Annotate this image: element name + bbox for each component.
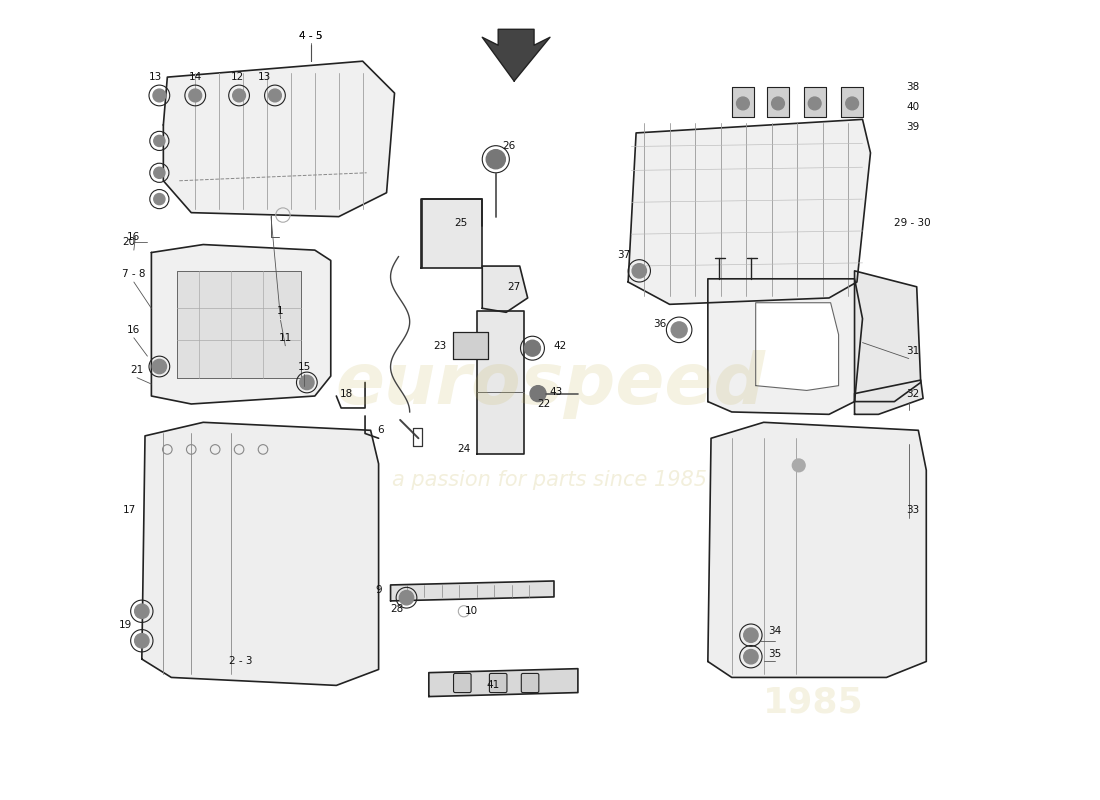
Text: 38: 38: [906, 82, 920, 93]
Circle shape: [530, 386, 546, 402]
FancyBboxPatch shape: [453, 674, 471, 693]
Polygon shape: [732, 87, 755, 117]
Text: 27: 27: [507, 282, 520, 292]
Text: 35: 35: [768, 649, 781, 658]
Polygon shape: [855, 380, 923, 414]
Text: 18: 18: [340, 389, 353, 398]
Circle shape: [671, 322, 688, 338]
Text: 23: 23: [433, 341, 447, 350]
Text: 1985: 1985: [762, 686, 864, 720]
Polygon shape: [767, 87, 789, 117]
Text: 31: 31: [906, 346, 920, 355]
Polygon shape: [152, 245, 331, 404]
Text: 15: 15: [298, 362, 311, 371]
Polygon shape: [390, 581, 554, 601]
Text: 42: 42: [553, 341, 566, 350]
Polygon shape: [803, 87, 826, 117]
Circle shape: [632, 264, 647, 278]
Text: 25: 25: [454, 218, 467, 228]
FancyBboxPatch shape: [521, 674, 539, 693]
Circle shape: [154, 135, 165, 146]
Text: 10: 10: [465, 606, 478, 616]
Polygon shape: [142, 422, 378, 686]
Circle shape: [744, 628, 758, 642]
Polygon shape: [855, 271, 921, 402]
Polygon shape: [756, 302, 838, 390]
Circle shape: [233, 89, 245, 102]
Text: a passion for parts since 1985: a passion for parts since 1985: [393, 470, 707, 490]
Polygon shape: [708, 279, 862, 414]
Text: 17: 17: [122, 505, 135, 515]
Text: 1: 1: [277, 306, 284, 316]
Text: 4 - 5: 4 - 5: [299, 31, 322, 42]
Circle shape: [486, 150, 505, 169]
Circle shape: [792, 459, 805, 472]
Text: eurospeed: eurospeed: [334, 350, 766, 418]
Text: 16: 16: [128, 231, 141, 242]
Circle shape: [154, 167, 165, 178]
Circle shape: [268, 89, 282, 102]
Text: 24: 24: [458, 445, 471, 454]
Circle shape: [153, 89, 166, 102]
Circle shape: [134, 634, 148, 648]
Text: 22: 22: [537, 399, 550, 409]
Text: 12: 12: [231, 72, 244, 82]
Circle shape: [154, 194, 165, 205]
Circle shape: [152, 359, 166, 374]
Circle shape: [525, 340, 540, 356]
Circle shape: [744, 650, 758, 664]
Text: 34: 34: [768, 626, 781, 636]
Polygon shape: [628, 119, 870, 304]
Text: 41: 41: [486, 681, 499, 690]
Text: 28: 28: [390, 604, 404, 614]
Text: 43: 43: [550, 387, 563, 397]
Text: 29 - 30: 29 - 30: [894, 218, 931, 228]
Text: 2 - 3: 2 - 3: [229, 657, 252, 666]
Text: 37: 37: [617, 250, 630, 260]
Text: 11: 11: [278, 333, 292, 343]
Text: 32: 32: [906, 389, 920, 398]
Polygon shape: [163, 61, 395, 217]
Polygon shape: [421, 199, 482, 269]
Text: 16: 16: [128, 325, 141, 335]
Text: 13: 13: [148, 72, 162, 82]
Text: 14: 14: [188, 72, 202, 82]
Circle shape: [134, 604, 148, 618]
Polygon shape: [842, 87, 864, 117]
FancyBboxPatch shape: [490, 674, 507, 693]
Text: 39: 39: [906, 122, 920, 132]
Circle shape: [189, 89, 201, 102]
Polygon shape: [476, 310, 525, 454]
Polygon shape: [177, 271, 301, 378]
Polygon shape: [429, 669, 578, 697]
Text: 40: 40: [906, 102, 920, 112]
Text: 19: 19: [119, 620, 132, 630]
Circle shape: [299, 375, 314, 390]
Polygon shape: [453, 332, 487, 358]
Circle shape: [399, 590, 414, 605]
Text: 7 - 8: 7 - 8: [122, 269, 145, 279]
Text: 33: 33: [906, 505, 920, 515]
Text: 20: 20: [122, 237, 135, 247]
Circle shape: [771, 97, 784, 110]
Text: 21: 21: [131, 365, 144, 374]
Text: 36: 36: [653, 319, 667, 330]
Circle shape: [846, 97, 858, 110]
Text: 9: 9: [375, 585, 382, 594]
Polygon shape: [708, 422, 926, 678]
Circle shape: [808, 97, 821, 110]
Text: 6: 6: [377, 426, 384, 435]
Polygon shape: [482, 266, 528, 312]
Text: 4 - 5: 4 - 5: [299, 31, 322, 42]
Circle shape: [737, 97, 749, 110]
Text: 26: 26: [502, 142, 515, 151]
Text: 13: 13: [258, 72, 272, 82]
Polygon shape: [482, 30, 550, 81]
